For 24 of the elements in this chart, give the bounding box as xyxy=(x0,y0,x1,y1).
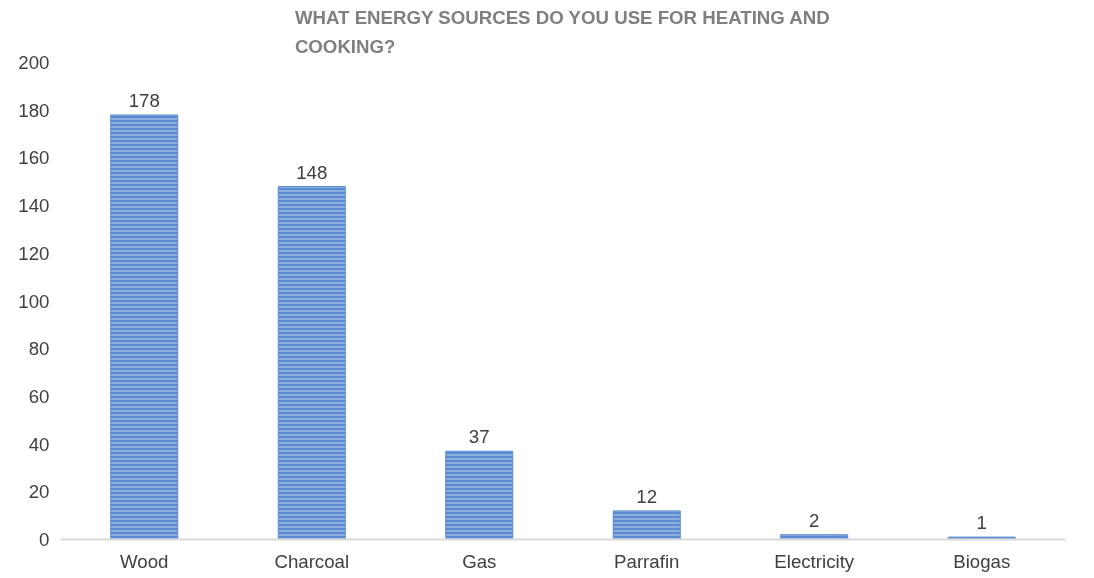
data-label: 148 xyxy=(296,161,328,183)
x-tick-label: Gas xyxy=(462,550,497,572)
x-tick-label: Parrafin xyxy=(614,550,680,572)
x-tick-label: Electricity xyxy=(774,550,855,572)
y-tick-label: 80 xyxy=(28,338,50,360)
x-tick-label: Wood xyxy=(120,550,169,572)
data-label: 37 xyxy=(468,426,490,448)
y-tick-label: 20 xyxy=(28,481,50,503)
chart-title: WHAT ENERGY SOURCES DO YOU USE FOR HEATING AND COOKING? xyxy=(294,7,830,58)
x-tick-label: Biogas xyxy=(953,550,1011,572)
x-tick-label: Charcoal xyxy=(274,550,350,572)
y-tick-label: 0 xyxy=(39,529,50,550)
data-label: 178 xyxy=(128,89,160,111)
y-tick-label: 120 xyxy=(18,242,50,264)
y-tick-label: 200 xyxy=(18,52,50,73)
y-tick-label: 140 xyxy=(18,195,50,217)
data-label: 2 xyxy=(809,509,820,531)
y-tick-label: 180 xyxy=(18,99,50,121)
y-tick-label: 40 xyxy=(28,433,50,455)
y-tick-label: 160 xyxy=(18,147,50,169)
y-tick-label: 100 xyxy=(18,290,50,312)
data-label: 12 xyxy=(636,485,658,507)
data-label: 1 xyxy=(976,512,987,534)
y-tick-label: 60 xyxy=(28,385,50,407)
